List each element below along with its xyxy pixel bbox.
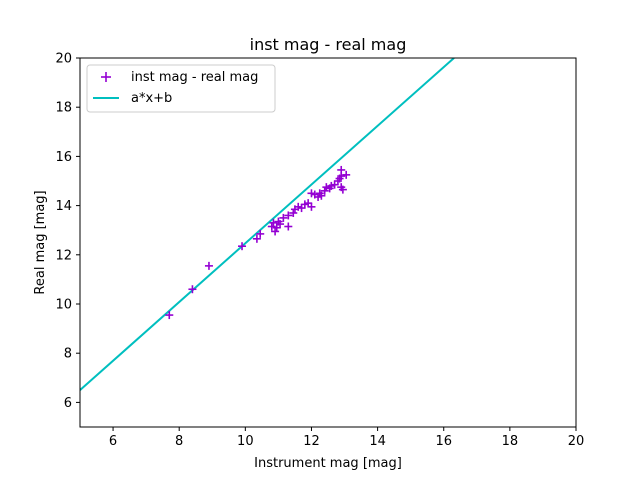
data-point [307,202,316,211]
y-tick-label: 8 [64,347,72,362]
legend: inst mag - real mag a*x+b [86,64,276,113]
data-point [279,213,288,222]
data-point [188,285,197,294]
x-tick-label: 20 [568,434,585,449]
y-tick-label: 14 [55,199,72,214]
y-tick-label: 6 [64,396,72,411]
x-tick-label: 6 [109,434,117,449]
data-point [271,227,280,236]
chart-title: inst mag - real mag [250,35,407,54]
y-tick-label: 18 [55,101,72,116]
x-tick-label: 8 [175,434,183,449]
x-tick-label: 16 [435,434,452,449]
data-point [256,229,265,238]
data-point [165,311,174,320]
data-point [337,165,346,174]
fit-line [80,58,455,391]
data-point [338,185,347,194]
y-axis-ticks: 6 8 10 12 14 16 18 20 [55,52,80,411]
legend-label-line: a*x+b [131,91,172,106]
data-point [342,170,351,179]
plot-area [80,58,455,391]
y-tick-label: 10 [55,298,72,313]
legend-marker-scatter [101,72,111,82]
data-point [289,208,298,217]
data-point [317,191,326,200]
y-tick-label: 12 [55,248,72,263]
data-point [276,220,285,229]
x-tick-label: 18 [502,434,519,449]
data-point [204,261,213,270]
data-point [284,211,293,220]
x-axis-label: Instrument mag [mag] [254,456,402,471]
x-tick-label: 12 [303,434,320,449]
data-point [252,234,261,243]
y-tick-label: 16 [55,150,72,165]
legend-label-scatter: inst mag - real mag [131,70,258,85]
data-point [320,186,329,195]
legend-box [86,64,276,113]
y-tick-label: 20 [55,52,72,67]
y-axis-label: Real mag [mag] [33,190,48,294]
x-tick-label: 10 [237,434,254,449]
x-axis-ticks: 6 8 10 12 14 16 18 20 [109,427,584,449]
data-point [267,222,276,231]
x-tick-label: 14 [369,434,386,449]
plot-frame [79,57,577,428]
data-point [238,242,247,251]
data-point [284,222,293,231]
data-point [269,218,278,227]
